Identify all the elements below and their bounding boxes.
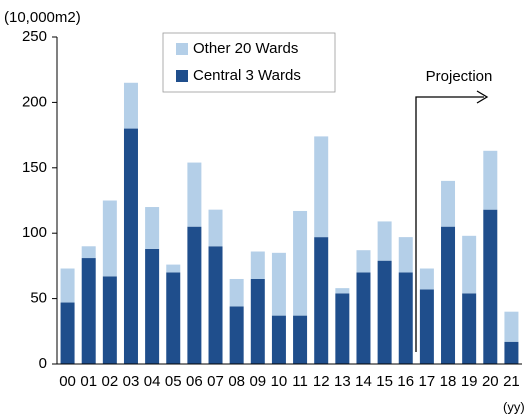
- bar-segment: [441, 180, 456, 227]
- x-tick-label: 02: [101, 373, 118, 390]
- y-tick-label: 0: [39, 355, 47, 372]
- x-axis-label: (yy): [503, 399, 525, 414]
- bar-segment: [356, 250, 371, 273]
- y-tick-label: 250: [22, 28, 47, 45]
- bar-segment: [483, 150, 498, 210]
- bar-segment: [377, 221, 392, 261]
- x-tick-label: 01: [80, 373, 97, 390]
- bar-segment: [462, 293, 477, 364]
- x-tick-label: 09: [249, 373, 266, 390]
- bar-segment: [377, 260, 392, 364]
- bar-segment: [102, 276, 117, 364]
- x-tick-label: 14: [355, 373, 372, 390]
- bar-segment: [398, 237, 413, 273]
- bar-segment: [187, 226, 202, 364]
- legend-label: Other 20 Wards: [193, 40, 298, 57]
- bar-segment: [250, 251, 265, 279]
- bar-segment: [250, 278, 265, 364]
- bar-segment: [208, 246, 223, 364]
- y-axis-label: (10,000m2): [4, 9, 81, 26]
- bar-segment: [208, 209, 223, 247]
- bar-segment: [145, 207, 160, 249]
- bar-segment: [293, 315, 308, 364]
- y-tick-label: 150: [22, 159, 47, 176]
- x-tick-label: 07: [207, 373, 224, 390]
- bar-segment: [314, 136, 329, 238]
- y-tick-label: 200: [22, 93, 47, 110]
- legend-swatch: [176, 70, 188, 82]
- bar-segment: [187, 162, 202, 227]
- y-tick-label: 100: [22, 224, 47, 241]
- x-tick-label: 12: [313, 373, 330, 390]
- x-tick-label: 18: [440, 373, 457, 390]
- x-tick-label: 19: [461, 373, 478, 390]
- bar-segment: [166, 272, 181, 364]
- bar-segment: [335, 293, 350, 364]
- bar-segment: [462, 235, 477, 294]
- annotation: Projection: [426, 68, 493, 85]
- x-tick-label: 20: [482, 373, 499, 390]
- bar-segment: [60, 302, 75, 364]
- x-tick-label: 03: [123, 373, 140, 390]
- bar-segment: [229, 306, 244, 364]
- x-tick-label: 13: [334, 373, 351, 390]
- bar-segment: [81, 246, 96, 259]
- bar-segment: [123, 128, 138, 364]
- x-tick-label: 06: [186, 373, 203, 390]
- x-tick-label: 08: [228, 373, 245, 390]
- legend-label: Central 3 Wards: [193, 67, 301, 84]
- legend-swatch: [176, 43, 188, 55]
- bar-segment: [398, 272, 413, 364]
- bar-segment: [335, 288, 350, 294]
- x-tick-label: 05: [165, 373, 182, 390]
- x-tick-label: 10: [271, 373, 288, 390]
- bar-segment: [271, 315, 286, 364]
- legend-box: [162, 32, 336, 93]
- bar-segment: [123, 82, 138, 129]
- bar-segment: [483, 209, 498, 364]
- bar-segment: [81, 258, 96, 364]
- bar-segment: [166, 264, 181, 273]
- bar-segment: [60, 268, 75, 303]
- bar-segment: [229, 278, 244, 307]
- bar-segment: [419, 289, 434, 364]
- x-tick-label: 04: [144, 373, 161, 390]
- y-tick-label: 50: [30, 290, 47, 307]
- bar-segment: [271, 252, 286, 316]
- bar-segment: [504, 311, 519, 342]
- bar-segment: [504, 341, 519, 364]
- bar-segment: [102, 200, 117, 277]
- bar-segment: [419, 268, 434, 290]
- x-tick-label: 11: [292, 373, 308, 390]
- x-tick-label: 17: [419, 373, 436, 390]
- bar-segment: [293, 210, 308, 316]
- bar-segment: [145, 248, 160, 364]
- x-tick-label: 00: [59, 373, 76, 390]
- projection-arrow: [415, 90, 489, 352]
- x-tick-label: 16: [397, 373, 414, 390]
- x-tick-label: 15: [376, 373, 393, 390]
- bar-segment: [356, 272, 371, 364]
- bar-segment: [314, 237, 329, 364]
- bar-segment: [441, 226, 456, 364]
- x-tick-label: 21: [503, 373, 520, 390]
